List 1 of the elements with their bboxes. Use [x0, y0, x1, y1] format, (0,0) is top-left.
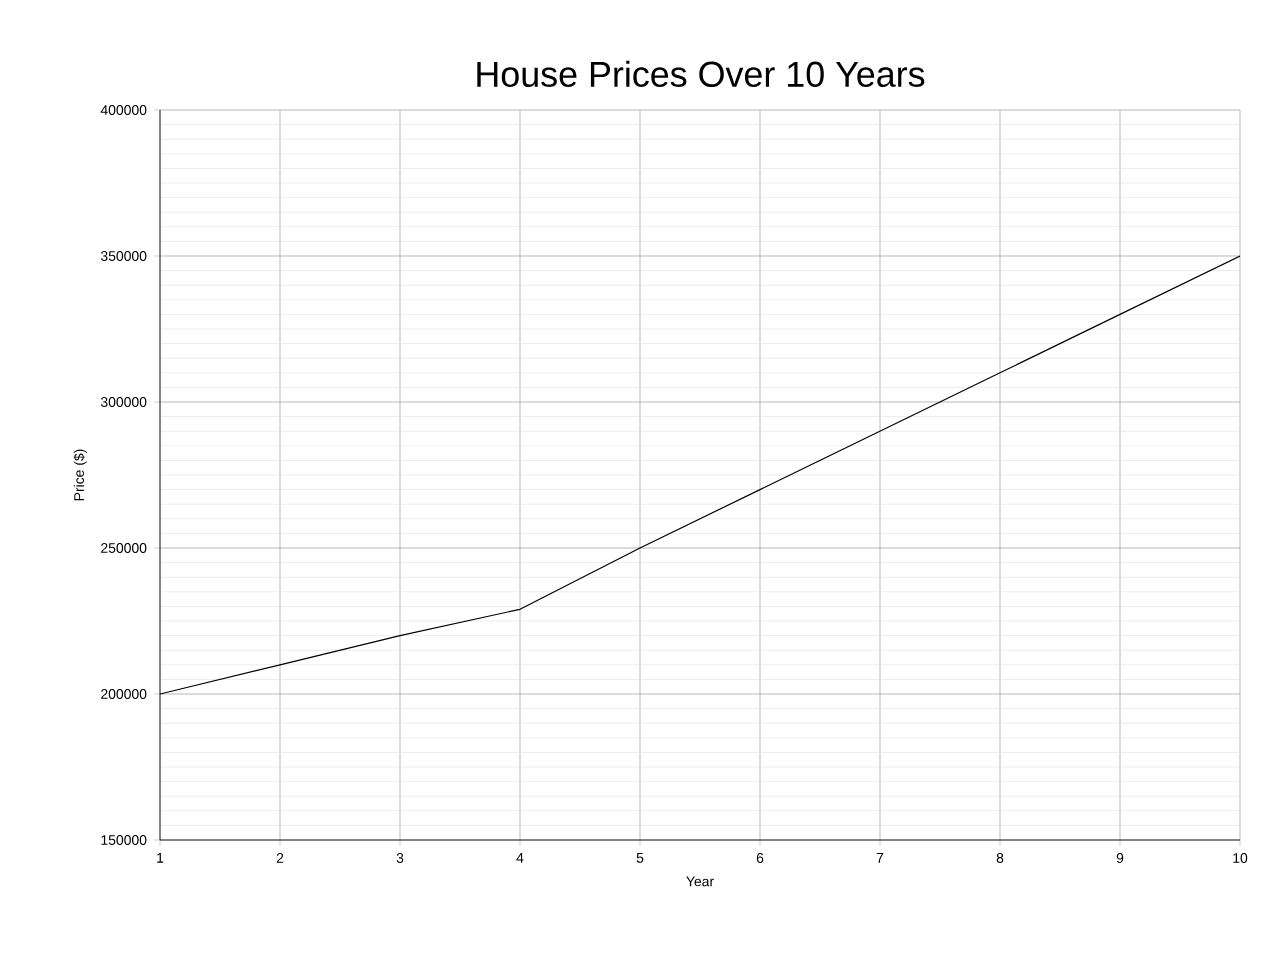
chart-title: House Prices Over 10 Years [477, 60, 925, 87]
